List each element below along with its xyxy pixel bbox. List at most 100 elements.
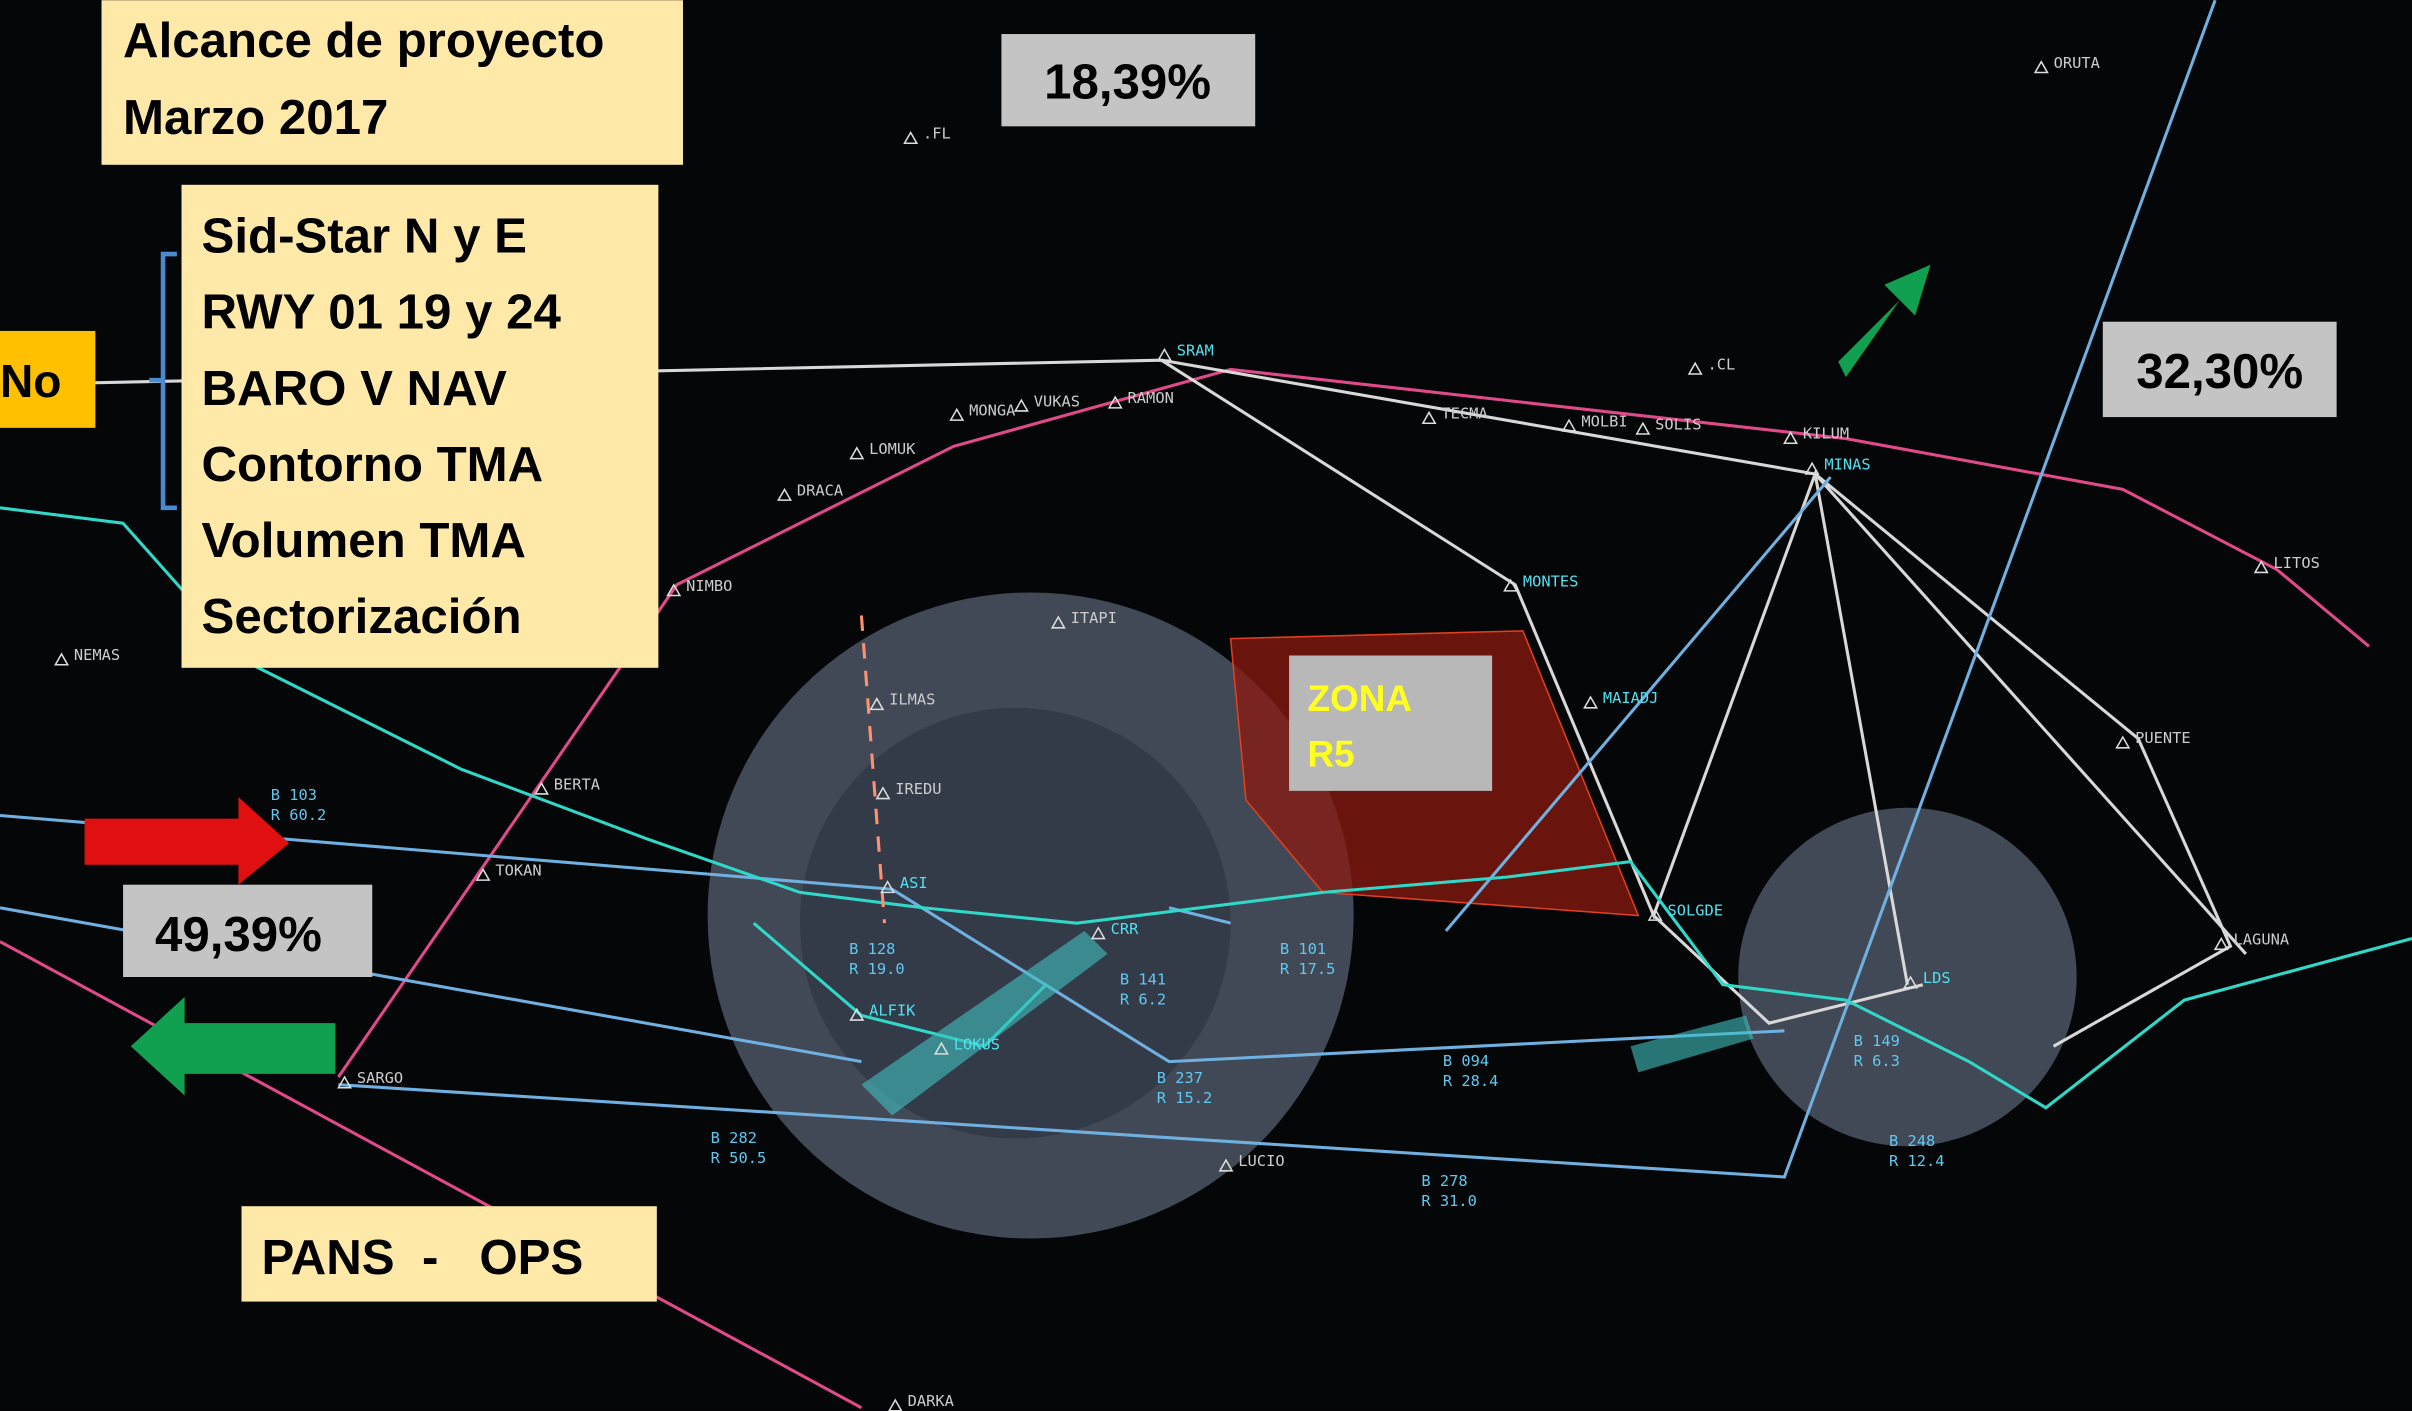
bearing-label: B 094	[1443, 1052, 1489, 1070]
waypoint-marker	[54, 652, 70, 666]
waypoint-marker	[1218, 1158, 1234, 1172]
waypoint-marker	[869, 697, 885, 711]
green-arrow	[130, 997, 336, 1096]
annotations: Alcance de proyecto Marzo 2017 Sid-Star …	[0, 0, 2337, 1302]
waypoint-marker	[949, 407, 965, 421]
waypoint-marker	[1903, 975, 1919, 989]
bearing-label: R 17.5	[1280, 960, 1336, 978]
waypoint-marker	[2033, 60, 2049, 74]
bracket	[149, 251, 177, 511]
waypoint-label: LOMUK	[869, 440, 916, 458]
runway-approach	[1630, 1015, 1754, 1073]
waypoint-label: BERTA	[554, 775, 600, 793]
red-arrow	[84, 797, 290, 885]
pct-box	[123, 884, 373, 978]
bearing-label: B 141	[1120, 971, 1166, 989]
percentage: 18,39%	[1044, 55, 1211, 110]
bearing-label: B 101	[1280, 940, 1326, 958]
tma-boundary	[0, 367, 2370, 1410]
waypoint-marker	[1583, 695, 1599, 709]
scope-item: Sectorización	[202, 589, 522, 644]
waypoint-marker	[777, 487, 792, 501]
waypoint-marker	[1503, 578, 1519, 592]
waypoint-label: RAMON	[1128, 389, 1174, 407]
scope-item: BARO V NAV	[202, 361, 508, 416]
waypoint-marker	[475, 867, 491, 881]
waypoint-label: ILMAS	[889, 691, 935, 709]
bearing-label: R 19.0	[849, 960, 905, 978]
bearing-label: R 15.2	[1157, 1089, 1213, 1107]
waypoint-marker	[1050, 615, 1066, 629]
waypoint-label: SOLIS	[1655, 415, 1701, 433]
waypoint-marker	[1107, 395, 1123, 409]
waypoint-label: VUKAS	[1034, 392, 1080, 410]
waypoints: ORUTA .FL .CL SRAM MONGA VUKAS RAMON TECMA MOLBI…	[54, 54, 2320, 1411]
waypoint-label: NEMAS	[74, 646, 120, 664]
waypoint-label: LITOS	[2274, 554, 2320, 572]
bearing-label: B 282	[711, 1129, 757, 1147]
waypoint-label: LOKUS	[954, 1035, 1000, 1053]
waypoint-marker	[1635, 421, 1651, 435]
scope-item: Sid-Star N y E	[202, 208, 527, 263]
pct-box	[2102, 321, 2337, 418]
waypoint-marker	[2253, 560, 2269, 574]
bearing-label: B 128	[849, 940, 895, 958]
bearing-label: R 28.4	[1443, 1072, 1499, 1090]
bearing-label: B 103	[271, 786, 317, 804]
waypoint-label: CRR	[1111, 920, 1140, 938]
waypoint-marker	[849, 1007, 865, 1021]
bearing-label: R 60.2	[271, 806, 327, 824]
scope-box	[181, 184, 659, 668]
waypoint-marker	[849, 446, 865, 460]
bearing-label: B 248	[1889, 1132, 1935, 1150]
footer-label: PANS - OPS	[262, 1230, 584, 1285]
zone-box	[1289, 655, 1493, 791]
waypoint-label: NIMBO	[686, 577, 732, 595]
scope-item: Contorno TMA	[202, 437, 544, 492]
bearing-label: B 149	[1854, 1032, 1900, 1050]
bearing-label: R 31.0	[1421, 1192, 1477, 1210]
waypoint-label: IREDU	[895, 780, 941, 798]
waypoint-label: DRACA	[797, 482, 843, 500]
waypoint-label: .CL	[1707, 355, 1735, 373]
runway-extension	[859, 615, 887, 924]
percentage: 32,30%	[2136, 344, 2303, 399]
footer-box	[241, 1206, 657, 1302]
waypoint-label: LDS	[1923, 969, 1951, 987]
title-box	[101, 0, 683, 165]
waypoint-label: ALFIK	[869, 1001, 916, 1019]
bearing-label: R 6.2	[1120, 991, 1166, 1009]
waypoint-marker	[1013, 398, 1029, 412]
waypoint-marker	[1421, 410, 1437, 424]
waypoint-marker	[1647, 907, 1663, 921]
waypoint-label: SARGO	[357, 1069, 403, 1087]
bearing-label: B 278	[1421, 1172, 1467, 1190]
scope-item: RWY 01 19 y 24	[202, 285, 562, 340]
waypoint-marker	[1687, 361, 1703, 375]
scope-item: Volumen TMA	[202, 513, 526, 568]
bearing-label: R 50.5	[711, 1149, 767, 1167]
pct-box	[1001, 34, 1256, 127]
waypoint-label: KILUM	[1803, 425, 1849, 443]
waypoint-label: .FL	[923, 125, 951, 143]
waypoint-marker	[533, 781, 549, 795]
waypoint-marker	[2115, 735, 2131, 749]
arrows	[84, 264, 1931, 1096]
side-label: No	[0, 355, 62, 407]
waypoint-marker	[1804, 461, 1820, 475]
waypoint-label: LAGUNA	[2234, 931, 2290, 949]
bearings: B 103 R 60.2 B 128 R 19.0 B 141 R 6.2 B 101 R 1…	[271, 786, 1945, 1210]
side-box	[0, 330, 96, 428]
waypoint-label: TECMA	[1441, 405, 1487, 423]
waypoint-label: ITAPI	[1071, 609, 1117, 627]
green-arrow	[1838, 264, 1931, 378]
runway-approach	[861, 930, 1108, 1116]
waypoint-label: TOKAN	[495, 861, 541, 879]
percentage: 49,39%	[155, 907, 322, 962]
waypoint-marker	[2213, 936, 2229, 951]
waypoint-marker	[1783, 430, 1799, 444]
bearing-label: R 6.3	[1854, 1052, 1900, 1070]
waypoint-marker	[880, 880, 896, 894]
waypoint-marker	[1090, 926, 1106, 940]
